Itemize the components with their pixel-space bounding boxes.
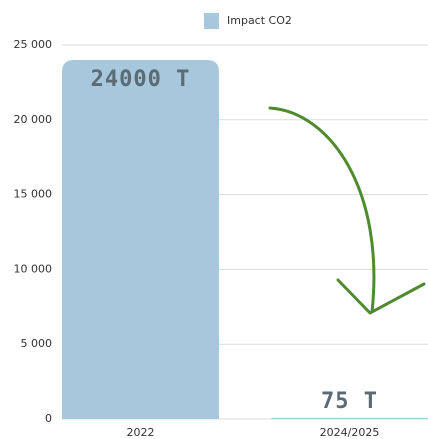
legend-swatch — [204, 13, 219, 29]
value-label: 24000 T — [91, 67, 191, 92]
value-label: 75 T — [321, 389, 378, 414]
y-tick-label: 10 000 — [14, 262, 53, 275]
arrow-decoration — [268, 106, 426, 315]
x-tick-label: 2022 — [127, 426, 155, 439]
x-tick-label: 2024/2025 — [320, 426, 380, 439]
y-tick-label: 25 000 — [14, 38, 53, 51]
bar — [62, 59, 219, 420]
legend-label: Impact CO2 — [227, 14, 292, 27]
y-tick-label: 20 000 — [14, 113, 53, 126]
y-tick-label: 0 — [45, 412, 52, 425]
y-tick-label: 15 000 — [14, 188, 53, 201]
bar — [271, 417, 428, 419]
y-tick-label: 5 000 — [21, 337, 53, 350]
legend: Impact CO2 — [204, 13, 292, 29]
